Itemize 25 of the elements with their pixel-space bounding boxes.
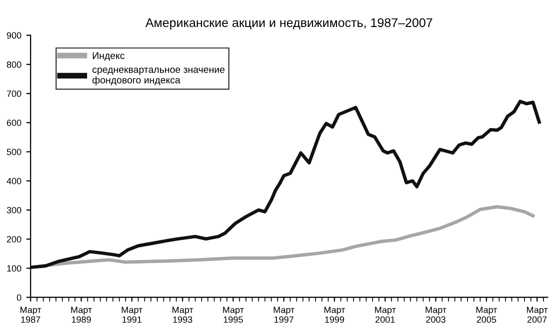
x-tick-label: Март 1989 [71,306,92,323]
y-tick-label: 0 [16,294,22,301]
x-tick-label: Март 2007 [526,306,548,323]
x-tick-label: Март 1995 [223,306,244,323]
y-tick-label: 800 [6,61,22,68]
legend-label: Индекс [92,52,124,61]
x-tick-label: Март 1993 [172,306,194,323]
line-series [30,100,541,270]
y-tick-label: 400 [6,178,22,184]
x-tick-label: Март 2005 [476,306,498,323]
x-tick-label: Март 1987 [20,306,42,323]
x-tick-label: Март 2003 [426,306,446,323]
y-tick-label: 700 [6,90,22,97]
y-tick-label: 100 [7,265,22,272]
y-tick-label: 200 [6,236,22,242]
y-tick-label: 900 [6,32,22,39]
x-tick-label: Март 1991 [122,306,143,323]
y-tick-label: 500 [6,148,22,156]
chart-title: Американские акции и недвижимость, 1987–2007 [145,18,432,30]
x-tick-label: Март 2001 [375,306,396,323]
legend-label: среднеквартальное значение фондового индекса [92,68,225,86]
y-tick-label: 300 [6,206,22,214]
x-tick-label: Март 1999 [324,306,346,323]
y-tick-label: 600 [6,120,22,126]
x-tick-label: Март 1997 [274,306,294,323]
